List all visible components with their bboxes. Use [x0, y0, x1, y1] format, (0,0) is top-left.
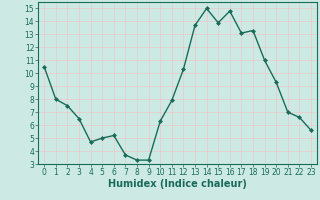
X-axis label: Humidex (Indice chaleur): Humidex (Indice chaleur) — [108, 179, 247, 189]
